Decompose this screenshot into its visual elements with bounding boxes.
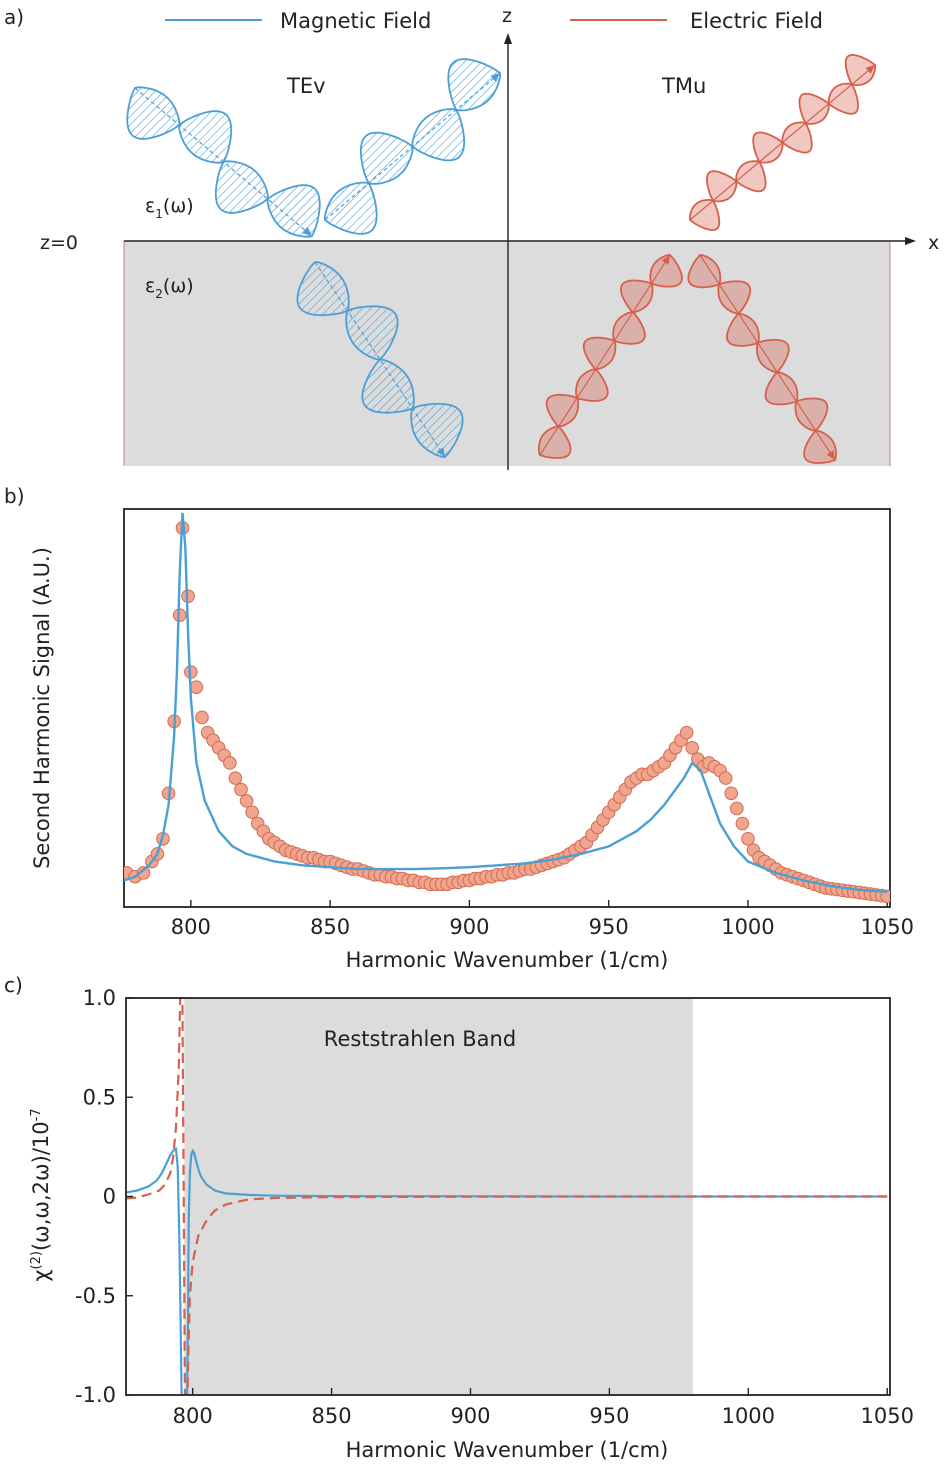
plot-b-data-point bbox=[718, 771, 733, 785]
plot-b-xtick-label: 950 bbox=[589, 915, 629, 939]
plot-c-ytick-label: 0.5 bbox=[83, 1085, 116, 1109]
tmu-transmitted-wave-2 bbox=[687, 254, 837, 464]
plot-b-xlabel: Harmonic Wavenumber (1/cm) bbox=[346, 948, 669, 972]
plot-b-data-point bbox=[234, 782, 248, 797]
tev-label: TEv bbox=[286, 74, 326, 98]
plot-b-xtick-label: 1050 bbox=[860, 915, 913, 939]
tev-transmitted-wave-arrow-icon bbox=[436, 447, 445, 457]
tmu-transmitted-wave-2-axis bbox=[699, 254, 836, 461]
plot-c-xlabel: Harmonic Wavenumber (1/cm) bbox=[346, 1438, 669, 1462]
panel-b: b) 800 850 900 950 1000 1050 Harmonic Wavenum… bbox=[4, 484, 914, 972]
z-axis-arrow-icon bbox=[504, 33, 512, 44]
tmu-transmitted-wave-2-arrow-icon bbox=[826, 450, 835, 460]
plot-b-xtick-label: 900 bbox=[449, 915, 489, 939]
plot-b-xticks: 800 850 900 950 1000 1050 bbox=[171, 900, 914, 939]
tmu-transmitted-wave-1-axis bbox=[539, 254, 671, 456]
tmu-reflected-wave-axis bbox=[689, 64, 876, 221]
plot-b-data-point bbox=[730, 801, 744, 816]
medium-2-region bbox=[124, 241, 890, 466]
tev-incident-wave-axis bbox=[134, 87, 313, 237]
x-axis-label: x bbox=[928, 232, 939, 254]
band-label: Reststrahlen Band bbox=[324, 1027, 516, 1051]
eps1-label: ε1(ω) bbox=[145, 195, 194, 221]
tev-transmitted-wave bbox=[296, 261, 464, 458]
plot-c-solid-line bbox=[126, 1146, 888, 1395]
panel-a: a) Magnetic Field Electric Field z x z=0… bbox=[4, 5, 939, 470]
tmu-reflected-wave bbox=[688, 53, 877, 232]
plot-b-markers bbox=[124, 521, 890, 904]
tev-incident-wave-arrow-icon bbox=[302, 227, 312, 236]
plot-b-data-point bbox=[685, 741, 700, 755]
plot-b-data-point bbox=[245, 805, 259, 820]
tev-reflected-wave-axis bbox=[324, 72, 501, 221]
tev-incident-wave bbox=[126, 86, 321, 238]
plot-c-xticks: 800 850 900 950 1000 1050 bbox=[173, 1388, 914, 1428]
plot-b-frame bbox=[123, 508, 891, 908]
plot-c-ylabel: χ(2)(ω,ω,2ω)/10-7 bbox=[29, 1108, 53, 1281]
tmu-reflected-wave-arrow-icon bbox=[865, 65, 875, 74]
plot-b-data-point bbox=[223, 756, 237, 770]
plot-b-xtick-label: 850 bbox=[310, 915, 350, 939]
plot-b-data-point bbox=[741, 831, 755, 846]
x-axis-arrow-icon bbox=[905, 237, 916, 245]
plot-c-ytick-label: -1.0 bbox=[75, 1383, 116, 1407]
legend-magnetic-label: Magnetic Field bbox=[280, 9, 431, 33]
plot-b-xtick-label: 800 bbox=[171, 915, 211, 939]
plot-c-dashed-line bbox=[126, 998, 888, 1395]
plot-b-data-point bbox=[239, 794, 254, 808]
plot-c-xtick-label: 850 bbox=[312, 1404, 352, 1428]
panel-c: c) Reststrahlen Band 800 850 900 950 1000 105… bbox=[4, 973, 914, 1462]
legend: Magnetic Field Electric Field bbox=[165, 9, 823, 33]
panel-a-label: a) bbox=[4, 5, 24, 29]
plot-c-yticks: -1.0 -0.5 0 0.5 1.0 bbox=[75, 986, 133, 1407]
plot-b-ylabel: Second Harmonic Signal (A.U.) bbox=[30, 547, 54, 869]
tmu-transmitted-wave-1-arrow-icon bbox=[661, 255, 670, 265]
waves-group bbox=[126, 53, 877, 464]
plot-c-xtick-label: 950 bbox=[589, 1404, 629, 1428]
panel-b-label: b) bbox=[4, 484, 25, 508]
plot-b-data-point bbox=[189, 680, 204, 694]
plot-b-data-point bbox=[195, 710, 209, 725]
z-axis-label: z bbox=[502, 5, 512, 27]
panel-c-label: c) bbox=[4, 973, 23, 997]
tev-reflected-wave bbox=[323, 58, 502, 235]
plot-b-data-point bbox=[735, 816, 750, 831]
plot-c-xtick-label: 1050 bbox=[860, 1404, 913, 1428]
plot-b-data-point bbox=[880, 889, 890, 904]
tmu-label: TMu bbox=[661, 74, 706, 98]
z0-label: z=0 bbox=[40, 232, 78, 254]
plot-b-data-point bbox=[679, 725, 694, 740]
plot-b-data-point bbox=[724, 786, 739, 801]
plot-b-xtick-label: 1000 bbox=[721, 915, 774, 939]
tev-reflected-wave-arrow-icon bbox=[490, 73, 500, 82]
plot-c-xtick-label: 900 bbox=[450, 1404, 490, 1428]
plot-c-ytick-label: 1.0 bbox=[83, 986, 116, 1010]
plot-b-data-point bbox=[136, 866, 151, 880]
plot-b-data-point bbox=[228, 771, 243, 785]
legend-electric-label: Electric Field bbox=[690, 9, 823, 33]
plot-c-ytick-label: -0.5 bbox=[75, 1284, 116, 1308]
plot-c-ytick-label: 0 bbox=[103, 1185, 116, 1209]
plot-c-xtick-label: 1000 bbox=[722, 1404, 775, 1428]
eps2-label: ε2(ω) bbox=[145, 275, 194, 301]
tmu-transmitted-wave-1 bbox=[538, 254, 683, 459]
plot-b-fit-line bbox=[124, 512, 888, 893]
plot-c-xtick-label: 800 bbox=[173, 1404, 213, 1428]
